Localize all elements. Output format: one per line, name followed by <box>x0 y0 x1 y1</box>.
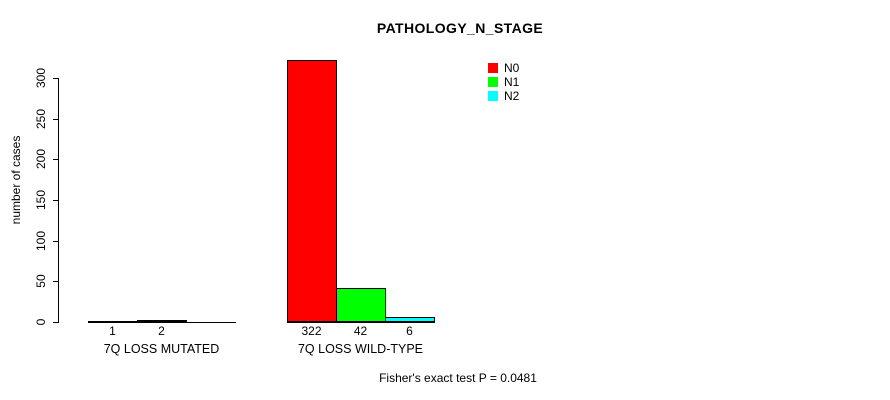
y-tick-label: 0 <box>34 318 48 326</box>
legend-label: N2 <box>504 89 520 103</box>
bar <box>88 321 138 323</box>
x-baseline <box>287 322 435 323</box>
bar-value-label: 2 <box>158 324 165 338</box>
bar <box>137 320 187 322</box>
y-tick-label: 50 <box>34 274 48 288</box>
category-label: 7Q LOSS WILD-TYPE <box>297 342 424 356</box>
footnote: Fisher's exact test P = 0.0481 <box>379 371 537 385</box>
bar <box>336 288 386 322</box>
y-tick <box>53 119 58 120</box>
y-tick-label: 200 <box>34 148 48 170</box>
y-tick <box>53 281 58 282</box>
legend-swatch <box>488 63 498 73</box>
y-tick-label: 100 <box>34 230 48 252</box>
x-baseline <box>88 322 236 323</box>
y-tick <box>53 78 58 79</box>
bar <box>287 60 337 322</box>
bar-value-label: 42 <box>353 324 368 338</box>
y-tick <box>53 241 58 242</box>
legend-label: N0 <box>504 61 520 75</box>
bar-value-label: 6 <box>406 324 413 338</box>
legend-swatch <box>488 91 498 101</box>
y-tick-label: 300 <box>34 67 48 89</box>
bar <box>385 317 435 322</box>
y-tick-label: 150 <box>34 189 48 211</box>
legend-item: N2 <box>488 89 520 103</box>
bar-value-label: 1 <box>109 324 116 338</box>
y-tick-label: 250 <box>34 108 48 130</box>
legend-item: N0 <box>488 61 520 75</box>
bar-value-label: 322 <box>301 324 322 338</box>
y-tick <box>53 322 58 323</box>
legend-swatch <box>488 77 498 87</box>
category-label: 7Q LOSS MUTATED <box>103 342 220 356</box>
legend-label: N1 <box>504 75 520 89</box>
y-tick <box>53 200 58 201</box>
legend-item: N1 <box>488 75 520 89</box>
legend: N0 N1 N2 <box>488 61 520 103</box>
y-tick <box>53 159 58 160</box>
chart-title: PATHOLOGY_N_STAGE <box>376 20 544 36</box>
y-axis-line <box>58 78 59 323</box>
